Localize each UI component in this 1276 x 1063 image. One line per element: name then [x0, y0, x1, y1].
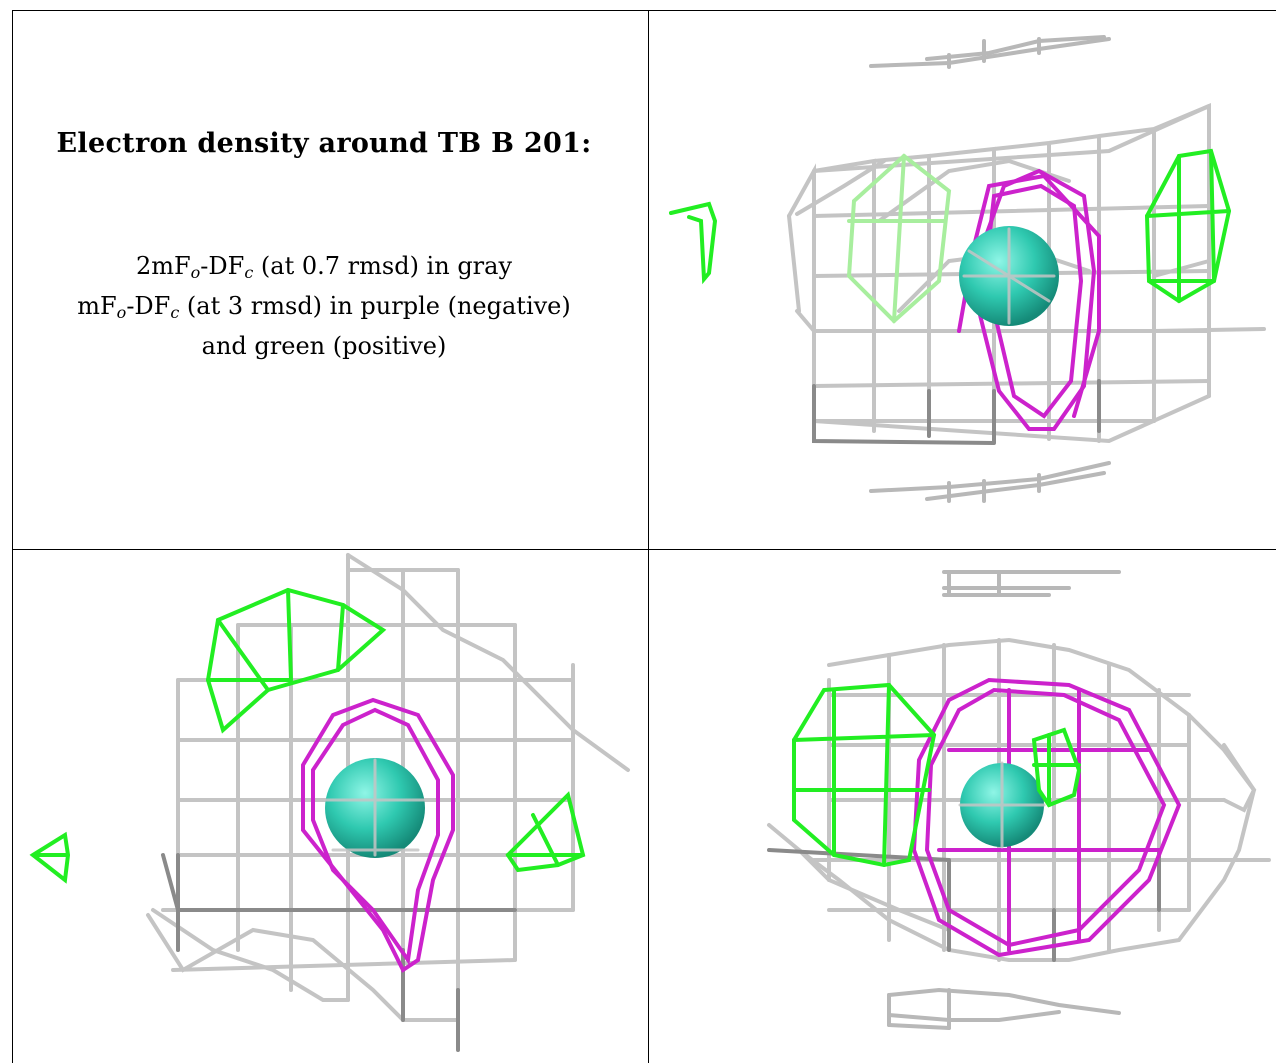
- mesh-over-atom: [962, 227, 1056, 325]
- negative-mesh: [911, 677, 1182, 958]
- positive-mesh-right: [505, 791, 586, 873]
- gray-mesh-bottom-slab: [869, 461, 1111, 503]
- mesh-over-atom: [323, 758, 427, 857]
- positive-mesh-right: [1144, 148, 1232, 304]
- mesh-render-bottom-right: [767, 570, 1271, 1030]
- gray-mesh-top-slab: [942, 570, 1121, 597]
- table-top-border: [12, 10, 1276, 11]
- gray-mesh-bottom-slab: [887, 987, 1121, 1030]
- gray-mesh-main: [787, 102, 1266, 444]
- gray-mesh-top-slab: [869, 35, 1111, 69]
- negative-mesh: [301, 697, 455, 973]
- mesh-over-atom: [958, 761, 1046, 849]
- positive-mesh-left-fragment: [29, 831, 71, 884]
- density-view-bottom-right: [649, 550, 1276, 1063]
- positive-mesh-left: [792, 682, 937, 868]
- caption-line-green: and green (positive): [201, 332, 447, 360]
- density-view-top-right: [649, 11, 1276, 549]
- mesh-render-bottom-left: [29, 553, 630, 1052]
- gray-mesh-shadow: [161, 853, 517, 1052]
- caption-line-gray: 2mFo-DFc (at 0.7 rmsd) in gray: [135, 252, 513, 282]
- gray-mesh-main: [146, 553, 630, 1022]
- positive-mesh-top: [205, 587, 387, 734]
- mesh-render-top-right: [669, 35, 1266, 503]
- density-view-bottom-left: [13, 550, 648, 1063]
- positive-mesh-faint: [846, 153, 952, 324]
- caption-line-difference: mFo-DFc (at 3 rmsd) in purple (negative): [77, 292, 571, 322]
- positive-mesh-small: [1031, 727, 1082, 808]
- gray-mesh-shadow: [812, 379, 1101, 445]
- caption-cell: Electron density around TB B 201: 2mFo-D…: [12, 10, 636, 540]
- table-center-border: [648, 10, 649, 1063]
- table-middle-border: [12, 549, 1276, 550]
- table-left-border: [12, 10, 13, 1063]
- caption-legend: 2mFo-DFc (at 0.7 rmsd) in gray mFo-DFc (…: [12, 246, 636, 366]
- caption-title: Electron density around TB B 201:: [56, 128, 592, 159]
- positive-mesh-left-fragment: [669, 201, 718, 285]
